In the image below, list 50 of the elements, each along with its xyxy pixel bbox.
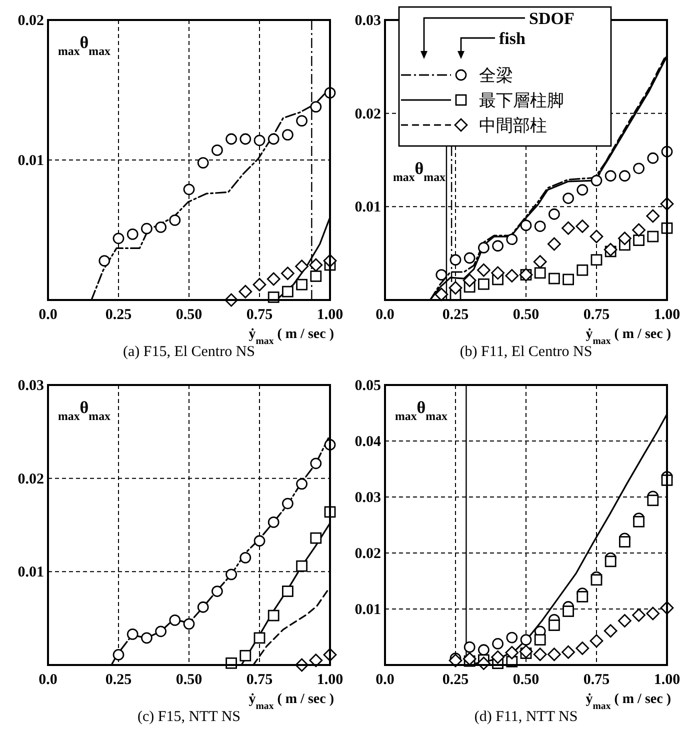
y-tick-label: 0.05 [354,378,381,394]
x-tick-label: 0.50 [512,672,540,688]
x-tick-label: 0.50 [512,307,540,323]
y-tick-label: 0.03 [354,490,381,506]
x-tick-label: 0.0 [38,672,58,688]
legend-label: 最下層柱脚 [479,91,564,111]
x-axis-title: ẏ$_{max}$ ( m / sec ) [248,327,334,346]
y-tick-label: 0.02 [18,471,44,488]
x-tick-label: 0.0 [376,672,394,688]
x-axis-title: ẏ$_{max}$ ( m / sec ) [586,692,672,712]
y-axis-title: $_{max}$θ$_{max}$ [58,398,111,423]
y-tick-label: 0.01 [18,564,44,581]
x-tick-label: 0.25 [442,307,469,323]
x-tick-label: 0.75 [246,672,273,688]
annotation: SDOF [529,9,574,28]
x-tick-label: 0.0 [38,307,58,323]
x-tick-label: 1.00 [654,307,680,323]
y-tick-label: 0.02 [354,106,381,122]
x-tick-label: 0.25 [442,672,469,688]
x-tick-label: 0.50 [176,307,202,323]
x-tick-label: 0.25 [105,307,132,323]
y-axis-title: $_{max}$θ$_{max}$ [395,398,448,423]
x-tick-label: 0.75 [583,672,610,688]
x-axis-title: ẏ$_{max}$ ( m / sec ) [248,692,334,712]
y-axis-title: $_{max}$θ$_{max}$ [393,159,446,184]
text: (a) F15, El Centro NS [122,344,256,360]
text: (c) F15, NTT NS [137,709,241,725]
x-axis-title: ẏ$_{max}$ ( m / sec ) [586,327,672,346]
x-tick-label: 1.00 [654,672,680,688]
y-tick-label: 0.02 [18,13,44,29]
x-tick-label: 1.00 [316,307,344,323]
x-tick-label: 0.75 [583,307,610,323]
y-tick-label: 0.03 [18,378,44,394]
y-tick-label: 0.04 [354,434,382,450]
x-tick-label: 0.50 [176,672,202,688]
x-tick-label: 0.0 [376,307,394,323]
text: (b) F11, El Centro NS [460,344,592,360]
text: (d) F11, NTT NS [474,709,578,725]
legend-label: 全梁 [479,66,513,86]
y-axis-title: $_{max}$θ$_{max}$ [58,33,111,58]
legend-label: 中間部柱 [479,116,547,136]
x-tick-label: 0.25 [105,672,132,688]
x-tick-label: 0.75 [246,307,273,323]
y-tick-label: 0.02 [354,546,381,562]
y-tick-label: 0.01 [354,200,381,216]
y-tick-label: 0.01 [354,602,381,618]
y-tick-label: 0.01 [18,153,44,169]
y-tick-label: 0.03 [354,13,381,29]
x-tick-label: 1.00 [316,672,344,688]
annotation: fish [499,29,526,48]
